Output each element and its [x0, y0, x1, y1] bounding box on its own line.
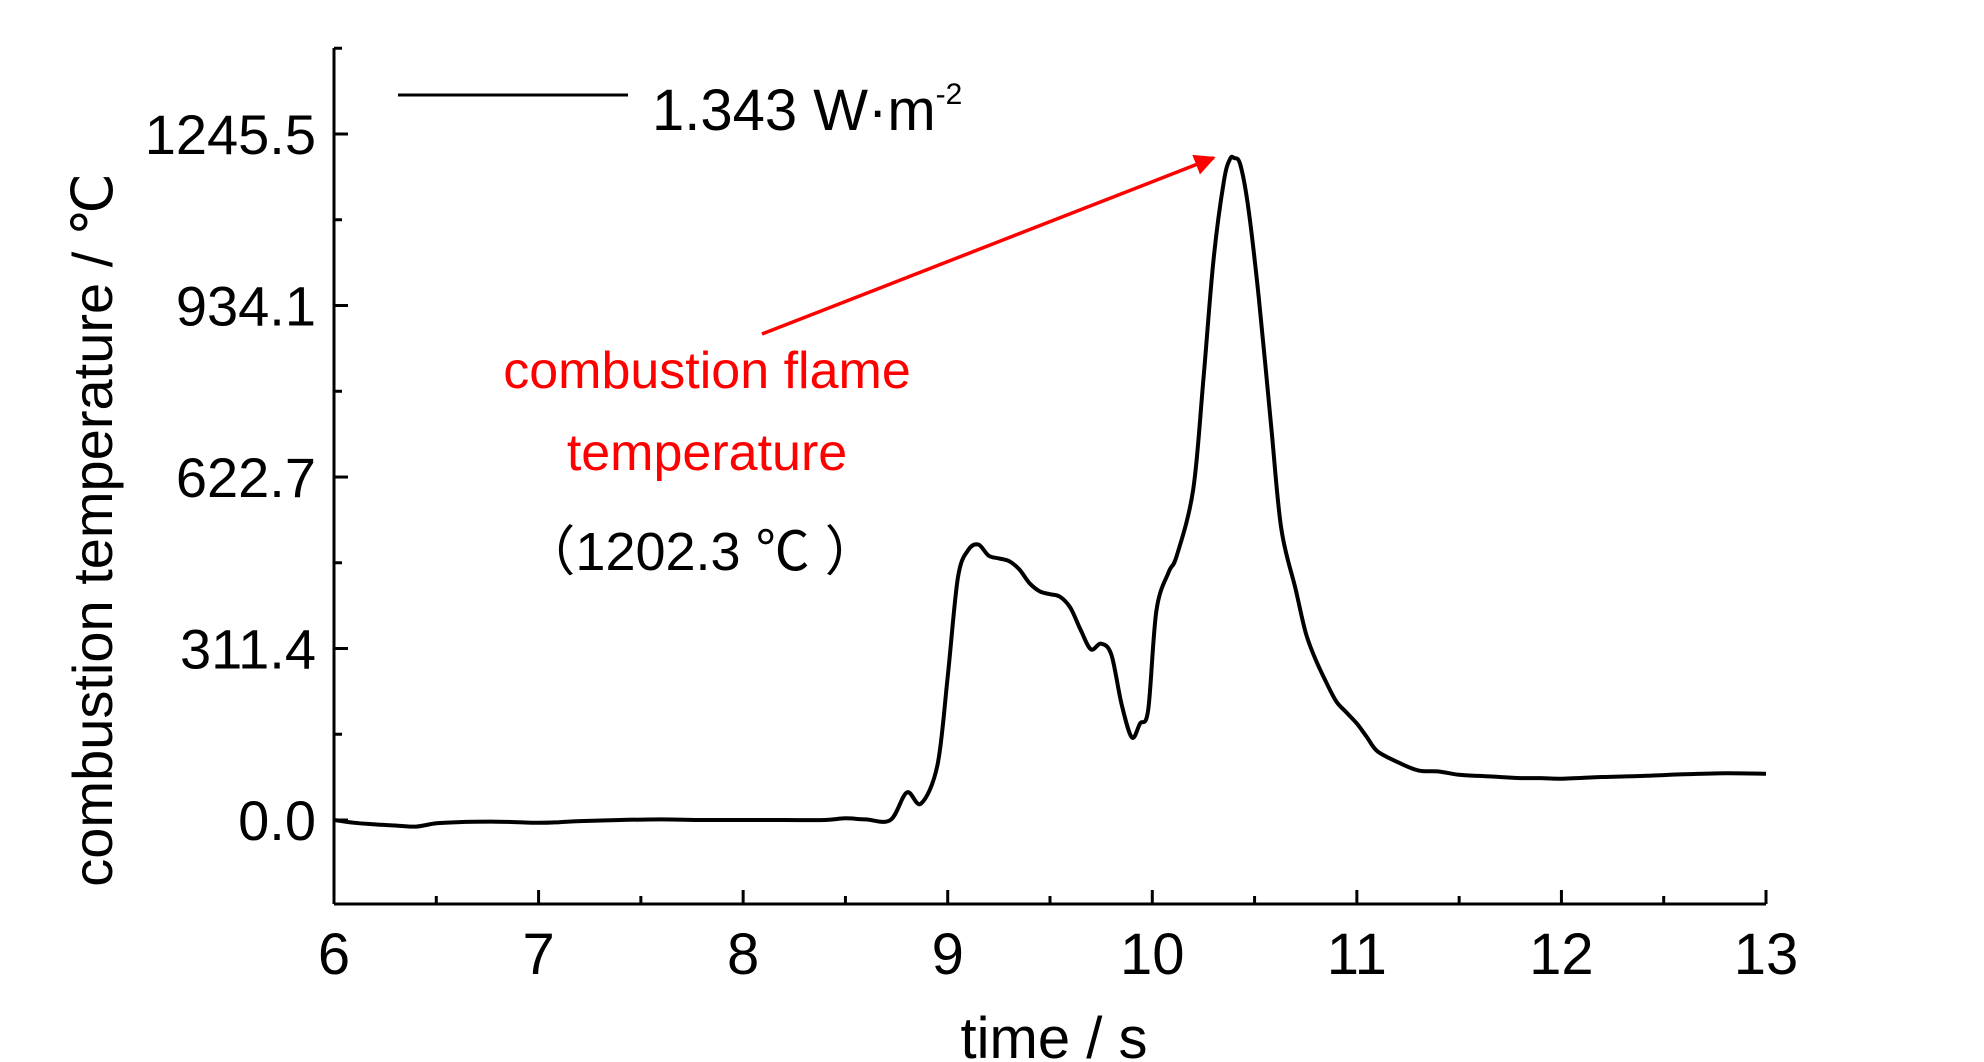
y-tick-label: 0.0: [238, 789, 316, 852]
y-tick-label: 622.7: [176, 446, 316, 509]
y-tick-label: 311.4: [180, 617, 316, 680]
series-line: [333, 154, 1767, 829]
annotation: combustion flame temperature （1202.3 ℃ ）: [503, 154, 1216, 582]
x-tick-label: 10: [1120, 922, 1185, 987]
annotation-arrow: [761, 154, 1216, 336]
y-axis: 0.0 311.4 622.7 934.1 1245.5: [145, 46, 348, 904]
legend-label: 1.343 W·m-2: [652, 78, 962, 143]
plot-area: [333, 154, 1767, 829]
annotation-value: （1202.3 ℃ ）: [521, 522, 878, 582]
x-tick-label: 11: [1327, 922, 1387, 987]
x-tick-label: 12: [1529, 922, 1594, 987]
x-tick-label: 8: [727, 922, 759, 987]
annotation-line-1: combustion flame: [503, 342, 911, 400]
annotation-line-2: temperature: [567, 424, 847, 482]
x-axis-title: time / s: [961, 1006, 1148, 1062]
y-axis-title: combustion temperature / ℃: [61, 173, 124, 886]
x-tick-label: 6: [318, 922, 350, 987]
y-tick-label: 934.1: [176, 275, 316, 338]
x-axis: 6 7 8 9 10 11 12 13: [318, 890, 1798, 987]
x-tick-label: 9: [932, 922, 964, 987]
legend: 1.343 W·m-2: [398, 78, 962, 143]
x-tick-label: 7: [522, 922, 554, 987]
x-tick-label: 13: [1734, 922, 1799, 987]
y-tick-label: 1245.5: [145, 103, 316, 166]
